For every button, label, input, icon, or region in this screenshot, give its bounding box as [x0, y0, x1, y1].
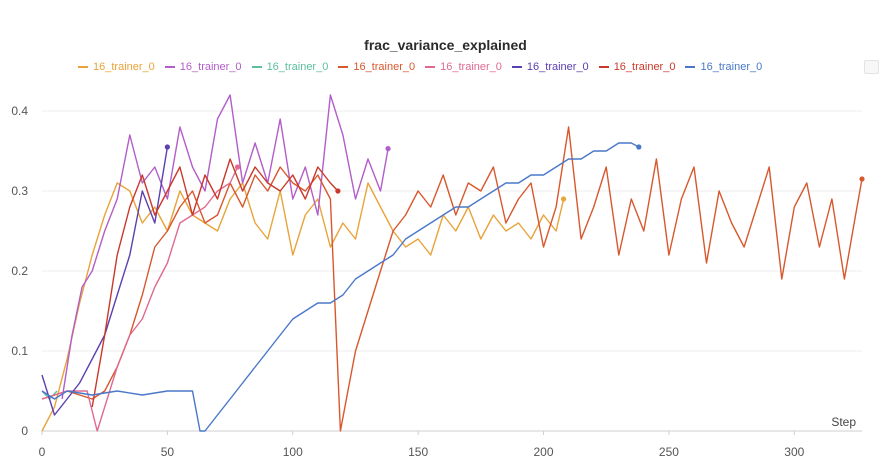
series-end-point-6 [335, 188, 341, 194]
series-line-1 [61, 94, 389, 400]
series-line-3 [41, 126, 863, 432]
y-tick-label: 0.2 [11, 264, 28, 278]
legend-swatch [425, 66, 436, 68]
series-end-point-0 [560, 196, 567, 202]
series-line-5 [41, 146, 169, 416]
legend-swatch [78, 66, 88, 68]
y-tick-label: 0.4 [11, 104, 28, 118]
legend-swatch [338, 66, 349, 68]
x-tick-label: 300 [784, 445, 804, 459]
legend-item[interactable]: 16_trainer_0 [685, 60, 762, 74]
x-tick-label: 250 [659, 445, 679, 459]
series-line-0 [41, 182, 565, 432]
legend-item[interactable]: 16_trainer_0 [338, 60, 415, 74]
legend-label: 16_trainer_0 [93, 61, 155, 73]
x-tick-label: 100 [283, 445, 303, 459]
legend-swatch [685, 66, 696, 68]
series-end-point-4 [234, 164, 241, 170]
legend-label: 16_trainer_0 [700, 61, 763, 73]
legend-expand-icon[interactable] [864, 60, 879, 74]
x-tick-label: 0 [39, 445, 46, 459]
series-end-point-5 [164, 144, 170, 150]
legend-swatch [598, 66, 609, 68]
legend-item[interactable]: 16_trainer_0 [164, 60, 242, 74]
legend-item[interactable]: 16_trainer_0 [251, 60, 329, 74]
legend-label: 16_trainer_0 [440, 61, 502, 73]
legend-swatch [251, 66, 262, 68]
series-line-7 [41, 142, 640, 432]
series-end-point-1 [385, 146, 391, 152]
chart-title: frac_variance_explained [364, 37, 527, 53]
legend-swatch [164, 66, 175, 68]
legend: 16_trainer_0 16_trainer_0 16_trainer_0 16_t… [78, 60, 762, 74]
series-end-point-3 [859, 176, 865, 182]
legend-label: 16_trainer_0 [613, 61, 676, 73]
series-end-point-7 [636, 144, 642, 150]
y-tick-label: 0 [21, 424, 28, 438]
x-axis-title: Step [831, 415, 856, 429]
legend-label: 16_trainer_0 [526, 61, 589, 73]
legend-label: 16_trainer_0 [266, 61, 329, 73]
x-tick-label: 150 [408, 445, 428, 459]
legend-item[interactable]: 16_trainer_0 [598, 60, 676, 74]
series-line-4 [41, 166, 239, 432]
x-tick-label: 200 [534, 445, 554, 459]
legend-item[interactable]: 16_trainer_0 [511, 60, 589, 74]
series-line-6 [91, 158, 339, 408]
y-tick-label: 0.3 [11, 184, 28, 198]
legend-swatch [511, 66, 522, 68]
legend-item[interactable]: 16_trainer_0 [425, 60, 502, 74]
x-tick-label: 50 [161, 445, 175, 459]
y-tick-label: 0.1 [11, 344, 28, 358]
legend-item[interactable]: 16_trainer_0 [78, 60, 155, 74]
legend-label: 16_trainer_0 [179, 61, 242, 73]
legend-label: 16_trainer_0 [353, 61, 416, 73]
